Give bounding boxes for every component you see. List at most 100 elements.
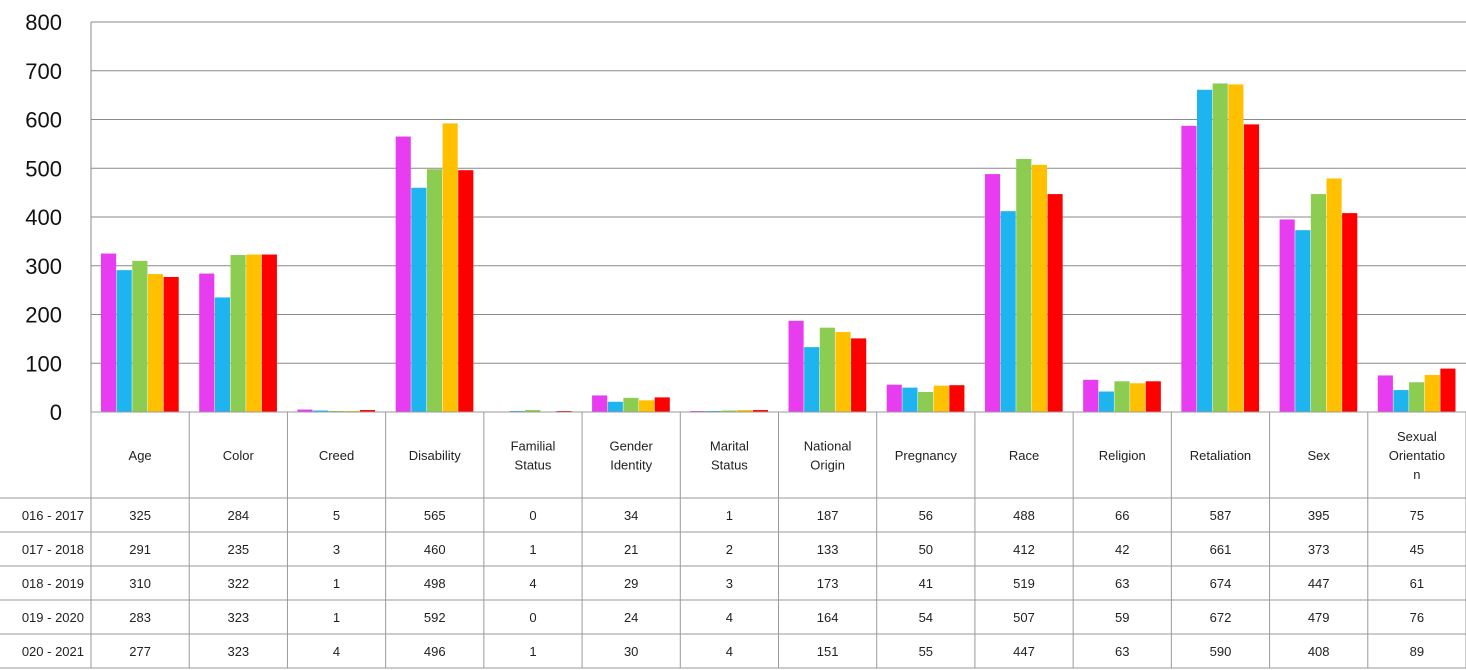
table-cell-familial-status-row-4: 0 xyxy=(529,610,536,625)
bar-sexual-orientation-series-1 xyxy=(1377,375,1393,412)
category-label-line: Identity xyxy=(610,458,652,473)
table-cell-national-origin-row-2: 133 xyxy=(817,542,839,557)
table-cell-sexual-orientation-row-1: 75 xyxy=(1410,508,1424,523)
bar-race-series-1 xyxy=(984,174,1001,412)
bar-color-series-4 xyxy=(246,254,262,412)
bar-retaliation-series-2 xyxy=(1197,89,1213,412)
table-cell-disability-row-5: 496 xyxy=(424,644,446,659)
table-cell-sex-row-5: 408 xyxy=(1308,644,1330,659)
category-label-gender-identity: Gender Identity xyxy=(609,439,653,473)
table-cell-sex-row-3: 447 xyxy=(1308,576,1330,591)
bar-age-series-1 xyxy=(101,253,117,412)
bar-disability-series-1 xyxy=(395,136,411,412)
bar-sex-series-1 xyxy=(1279,219,1295,412)
category-label-line: Religion xyxy=(1099,448,1146,463)
bar-race-series-5 xyxy=(1047,194,1063,412)
y-tick-label-400: 400 xyxy=(25,205,62,230)
y-tick-label-200: 200 xyxy=(25,303,62,328)
category-label-national-origin: National Origin xyxy=(804,439,852,473)
bar-sex-series-5 xyxy=(1342,213,1358,412)
table-cell-creed-row-5: 4 xyxy=(333,644,340,659)
table-cell-national-origin-row-3: 173 xyxy=(817,576,839,591)
table-cell-age-row-2: 291 xyxy=(129,542,151,557)
bars xyxy=(101,83,1456,413)
category-label-retaliation: Retaliation xyxy=(1190,448,1251,463)
category-label-line: Origin xyxy=(810,458,845,473)
category-label-line: Color xyxy=(223,448,255,463)
series-label-2: 017 - 2018 xyxy=(22,542,84,557)
bar-pregnancy-series-5 xyxy=(949,385,965,412)
category-label-line: Marital xyxy=(710,439,749,454)
table-cell-age-row-3: 310 xyxy=(129,576,151,591)
y-tick-label-500: 500 xyxy=(25,156,62,181)
bar-disability-series-4 xyxy=(442,123,458,413)
table-cell-marital-status-row-3: 3 xyxy=(726,576,733,591)
y-tick-label-0: 0 xyxy=(50,400,62,425)
category-label-line: Retaliation xyxy=(1190,448,1251,463)
table-cell-religion-row-5: 63 xyxy=(1115,644,1129,659)
category-label-line: Sex xyxy=(1307,448,1330,463)
table-cell-gender-identity-row-1: 34 xyxy=(624,508,638,523)
table-cell-retaliation-row-4: 672 xyxy=(1210,610,1232,625)
table-cell-sex-row-2: 373 xyxy=(1308,542,1330,557)
bar-sexual-orientation-series-3 xyxy=(1409,382,1425,412)
bar-retaliation-series-5 xyxy=(1243,124,1260,412)
category-label-religion: Religion xyxy=(1099,448,1146,463)
table-cell-gender-identity-row-5: 30 xyxy=(624,644,638,659)
table-cell-marital-status-row-1: 1 xyxy=(726,508,733,523)
table-cell-sexual-orientation-row-4: 76 xyxy=(1410,610,1424,625)
table-cell-national-origin-row-1: 187 xyxy=(817,508,839,523)
bar-pregnancy-series-1 xyxy=(886,384,902,412)
category-label-color: Color xyxy=(223,448,255,463)
gridlines xyxy=(91,21,1466,413)
table-cell-age-row-5: 277 xyxy=(129,644,151,659)
bar-age-series-5 xyxy=(163,276,179,412)
bar-gender-identity-series-2 xyxy=(607,401,623,412)
category-label-pregnancy: Pregnancy xyxy=(895,448,958,463)
bar-religion-series-3 xyxy=(1114,381,1130,412)
category-label-sex: Sex xyxy=(1307,448,1330,463)
bar-pregnancy-series-4 xyxy=(933,385,949,412)
bar-gender-identity-series-3 xyxy=(623,397,639,412)
table-cell-color-row-2: 235 xyxy=(227,542,249,557)
bar-religion-series-5 xyxy=(1145,381,1161,412)
y-tick-label-100: 100 xyxy=(25,351,62,376)
table-cell-religion-row-2: 42 xyxy=(1115,542,1129,557)
table-cell-pregnancy-row-5: 55 xyxy=(919,644,933,659)
bar-sex-series-3 xyxy=(1310,194,1326,412)
bar-sex-series-4 xyxy=(1326,178,1342,412)
category-label-creed: Creed xyxy=(319,448,354,463)
bar-disability-series-5 xyxy=(458,170,474,412)
bar-creed-series-1 xyxy=(297,409,313,412)
table-cell-marital-status-row-5: 4 xyxy=(726,644,733,659)
bar-pregnancy-series-3 xyxy=(918,392,934,412)
bar-color-series-5 xyxy=(261,254,277,412)
table-cell-sex-row-1: 395 xyxy=(1308,508,1330,523)
category-label-line: Orientatio xyxy=(1389,448,1445,463)
series-label-4: 019 - 2020 xyxy=(22,610,84,625)
bar-race-series-3 xyxy=(1016,158,1032,412)
category-label-line: Status xyxy=(515,458,552,473)
table-cell-creed-row-4: 1 xyxy=(333,610,340,625)
category-label-line: n xyxy=(1413,467,1420,482)
bar-gender-identity-series-1 xyxy=(592,395,608,412)
table-cell-color-row-1: 284 xyxy=(227,508,249,523)
table-cell-sexual-orientation-row-2: 45 xyxy=(1410,542,1424,557)
table-cell-gender-identity-row-4: 24 xyxy=(624,610,638,625)
bar-religion-series-4 xyxy=(1130,383,1146,412)
table-cell-sex-row-4: 479 xyxy=(1308,610,1330,625)
table-cell-color-row-3: 322 xyxy=(227,576,249,591)
category-label-line: Familial xyxy=(511,439,556,454)
category-label-age: Age xyxy=(129,448,152,463)
table-cell-race-row-2: 412 xyxy=(1013,542,1035,557)
category-label-line: Gender xyxy=(609,439,653,454)
y-tick-label-800: 800 xyxy=(25,10,62,35)
table-cell-familial-status-row-2: 1 xyxy=(529,542,536,557)
table-cell-familial-status-row-1: 0 xyxy=(529,508,536,523)
table-cell-age-row-4: 283 xyxy=(129,610,151,625)
table-cell-retaliation-row-1: 587 xyxy=(1210,508,1232,523)
bar-marital-status-series-4 xyxy=(737,410,753,412)
table-cell-age-row-1: 325 xyxy=(129,508,151,523)
category-label-line: National xyxy=(804,439,852,454)
table-cell-disability-row-3: 498 xyxy=(424,576,446,591)
